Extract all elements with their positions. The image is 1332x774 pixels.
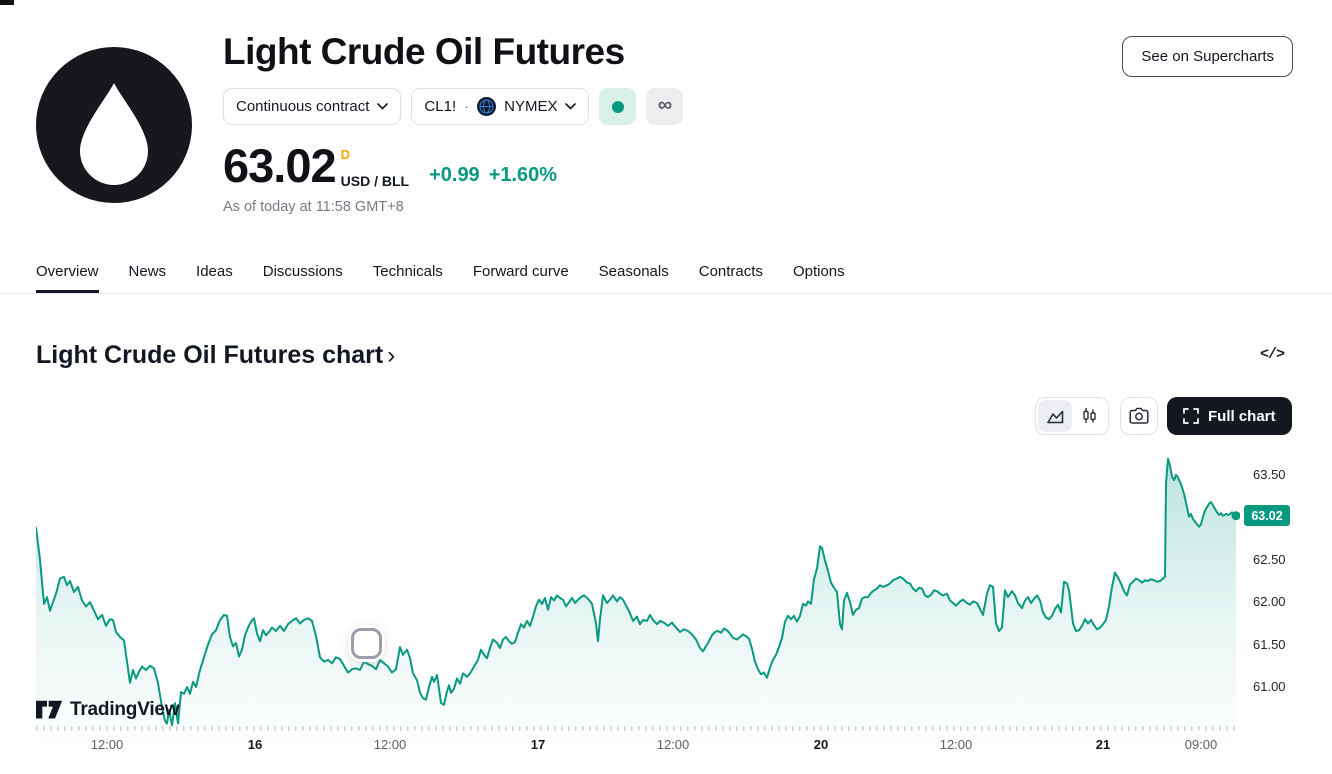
chevron-right-icon: › (387, 342, 396, 369)
symbol-controls-row: Continuous contract CL1! · NYMEX ∞ (223, 88, 684, 125)
change-percent: +1.60% (488, 164, 558, 186)
tab-seasonals[interactable]: Seasonals (598, 263, 669, 280)
contract-dropdown[interactable]: Continuous contract (223, 88, 402, 125)
embed-code-icon[interactable]: </> (1260, 346, 1285, 363)
tab-technicals[interactable]: Technicals (372, 263, 443, 280)
see-on-supercharts-button[interactable]: See on Supercharts (1122, 36, 1293, 77)
tab-news[interactable]: News (128, 263, 167, 280)
price-axis-label: 62.00 (1253, 594, 1286, 610)
price-axis-label: 61.00 (1253, 679, 1286, 694)
camera-icon (1129, 407, 1149, 424)
chart-type-segmented-control (1035, 397, 1109, 435)
change-absolute: +0.99 (429, 164, 480, 186)
time-axis-ticks (36, 726, 1240, 731)
tradingview-logo-icon (36, 700, 63, 719)
tradingview-watermark-label: TradingView (70, 699, 180, 720)
tab-discussions[interactable]: Discussions (262, 263, 343, 280)
time-axis-label: 21 (1095, 737, 1111, 752)
price-unit: USD / BLL (340, 173, 410, 189)
time-axis-label: 16 (247, 737, 263, 752)
last-price-dot (1231, 511, 1241, 521)
price-meta: D USD / BLL (341, 145, 409, 191)
tradingview-watermark[interactable]: TradingView (36, 699, 180, 721)
market-open-dot-icon (611, 100, 624, 113)
snapshot-button[interactable] (1120, 397, 1158, 435)
corner-artifact (0, 0, 14, 5)
price-chart[interactable] (35, 450, 1241, 740)
tab-forward-curve[interactable]: Forward curve (472, 263, 569, 280)
full-chart-label: Full chart (1208, 407, 1276, 425)
price-change: +0.99 +1.60% (429, 164, 557, 191)
chart-section-heading[interactable]: Light Crude Oil Futures chart › (36, 340, 395, 370)
time-axis-label: 09:00 (1184, 737, 1218, 752)
last-price: 63.02 (223, 139, 337, 192)
market-status-chip[interactable] (599, 88, 637, 125)
symbol-logo (36, 47, 192, 203)
price-axis-label: 61.50 (1253, 636, 1286, 652)
all-time-chip[interactable]: ∞ (646, 88, 684, 125)
exchange-name: NYMEX (504, 98, 558, 115)
tabbar: Overview News Ideas Discussions Technicals Fo… (0, 255, 1332, 294)
time-axis-label: 12:00 (373, 737, 407, 752)
time-axis-label: 12:00 (90, 737, 124, 752)
time-axis-label: 17 (530, 737, 546, 752)
symbol-code: CL1! (424, 98, 457, 115)
price-axis-label: 62.50 (1253, 551, 1286, 567)
candles-chart-type-button[interactable] (1072, 400, 1106, 432)
tab-options[interactable]: Options (792, 263, 845, 280)
chevron-down-icon (565, 103, 577, 110)
tab-overview[interactable]: Overview (36, 255, 99, 293)
infinity-icon: ∞ (657, 94, 673, 116)
chevron-down-icon (377, 103, 389, 110)
cursor-box (351, 628, 382, 659)
area-series (35, 457, 1241, 740)
page-title: Light Crude Oil Futures (223, 31, 625, 72)
chart-section-title: Light Crude Oil Futures chart (36, 340, 384, 369)
symbol-exchange-dropdown[interactable]: CL1! · NYMEX (411, 88, 590, 125)
last-price-badge: 63.02 (1244, 505, 1290, 527)
price-block: 63.02 D USD / BLL +0.99 +1.60% (223, 141, 557, 191)
area-chart-icon (1046, 410, 1063, 424)
tab-contracts[interactable]: Contracts (698, 263, 763, 280)
globe-icon (477, 97, 497, 116)
time-axis-label: 12:00 (939, 737, 973, 752)
time-axis-label: 20 (813, 737, 829, 752)
contract-dropdown-label: Continuous contract (236, 98, 370, 115)
fullscreen-icon (1183, 408, 1199, 424)
area-chart-type-button[interactable] (1038, 400, 1072, 432)
time-axis-label: 12:00 (656, 737, 690, 752)
price-axis-label: 63.50 (1253, 467, 1286, 482)
as-of-timestamp: As of today at 11:58 GMT+8 (223, 199, 404, 215)
interval-badge: D (340, 147, 351, 162)
dot-separator: · (464, 98, 470, 115)
candlestick-icon (1082, 408, 1096, 423)
tab-ideas[interactable]: Ideas (196, 263, 233, 280)
full-chart-button[interactable]: Full chart (1167, 397, 1292, 435)
oil-drop-icon (36, 47, 192, 203)
